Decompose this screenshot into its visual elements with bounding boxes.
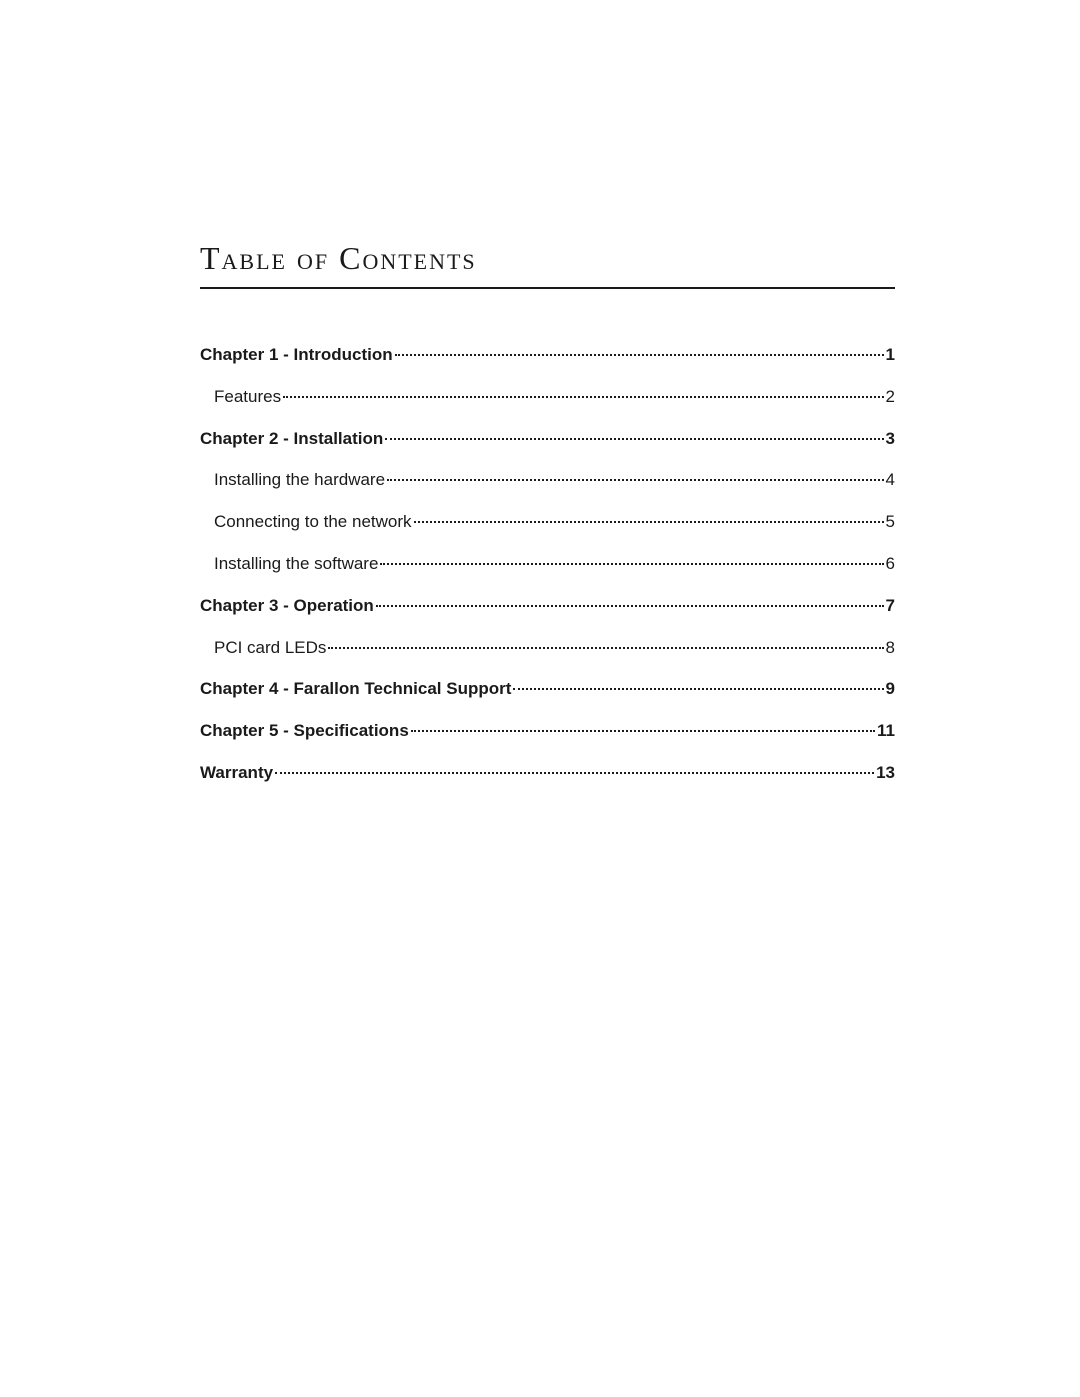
toc-leader-dots (513, 688, 883, 690)
document-page: Table of Contents Chapter 1 - Introducti… (0, 0, 1080, 785)
toc-entry: Chapter 3 - Operation 7 (200, 594, 895, 618)
toc-entry-label: PCI card LEDs (214, 636, 326, 660)
toc-entry: Installing the software 6 (200, 552, 895, 576)
page-title: Table of Contents (200, 240, 895, 277)
toc-leader-dots (387, 479, 883, 481)
toc-entry-label: Connecting to the network (214, 510, 412, 534)
toc-leader-dots (395, 354, 884, 356)
toc-leader-dots (380, 563, 883, 565)
toc-leader-dots (414, 521, 884, 523)
toc-entry: Chapter 5 - Specifications 11 (200, 719, 895, 743)
toc-entry-page: 6 (886, 552, 895, 576)
toc-entry-label: Features (214, 385, 281, 409)
toc-leader-dots (376, 605, 884, 607)
toc-entry-label: Warranty (200, 761, 273, 785)
toc-entry-page: 9 (886, 677, 895, 701)
toc-entry: Chapter 2 - Installation 3 (200, 427, 895, 451)
toc-leader-dots (283, 396, 883, 398)
toc-leader-dots (411, 730, 875, 732)
toc-entry: Installing the hardware 4 (200, 468, 895, 492)
toc-entry-label: Chapter 2 - Installation (200, 427, 383, 451)
toc-entry-label: Chapter 4 - Farallon Technical Support (200, 677, 511, 701)
toc-entry: PCI card LEDs 8 (200, 636, 895, 660)
title-underline (200, 287, 895, 289)
toc-entry-page: 4 (886, 468, 895, 492)
toc-entry-page: 5 (886, 510, 895, 534)
toc-entry: Connecting to the network 5 (200, 510, 895, 534)
toc-leader-dots (385, 438, 883, 440)
table-of-contents: Chapter 1 - Introduction 1 Features 2 Chapte… (200, 343, 895, 785)
toc-entry-label: Chapter 5 - Specifications (200, 719, 409, 743)
toc-leader-dots (275, 772, 874, 774)
toc-entry-page: 8 (886, 636, 895, 660)
toc-entry-page: 1 (886, 343, 895, 367)
toc-entry: Features 2 (200, 385, 895, 409)
toc-entry-page: 3 (886, 427, 895, 451)
toc-entry-label: Installing the hardware (214, 468, 385, 492)
toc-entry: Chapter 4 - Farallon Technical Support 9 (200, 677, 895, 701)
toc-entry-page: 11 (877, 719, 895, 743)
toc-entry: Warranty 13 (200, 761, 895, 785)
toc-entry-page: 13 (876, 761, 895, 785)
toc-entry-page: 2 (886, 385, 895, 409)
toc-entry: Chapter 1 - Introduction 1 (200, 343, 895, 367)
toc-leader-dots (328, 647, 883, 649)
toc-entry-label: Chapter 1 - Introduction (200, 343, 393, 367)
toc-entry-label: Installing the software (214, 552, 378, 576)
toc-entry-page: 7 (886, 594, 895, 618)
toc-entry-label: Chapter 3 - Operation (200, 594, 374, 618)
